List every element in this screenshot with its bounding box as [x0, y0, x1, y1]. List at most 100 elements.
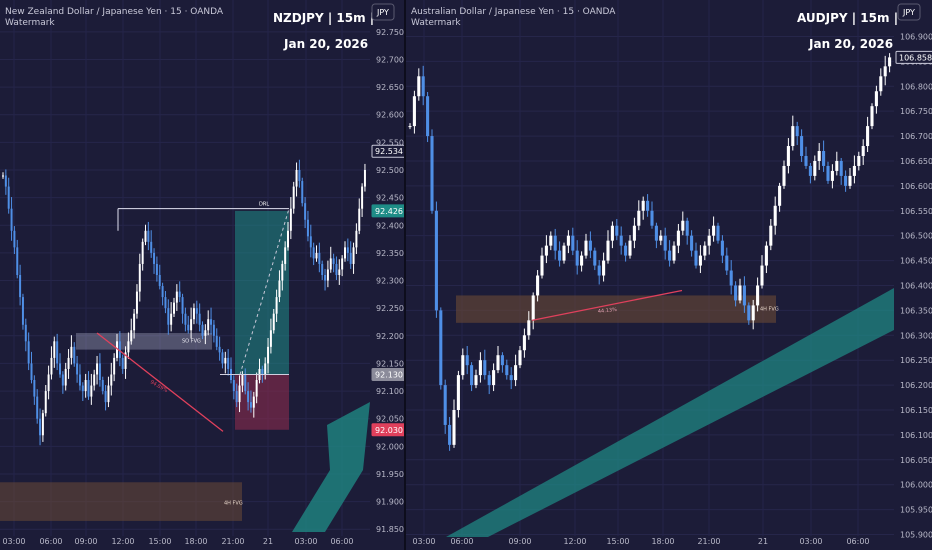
price-tick-label: 92.300: [376, 277, 404, 286]
bear-candle: [668, 250, 672, 261]
bear-candle: [201, 324, 204, 336]
bear-candle: [87, 380, 90, 397]
price-tick-label: 92.250: [376, 304, 404, 313]
price-tick-label: 92.450: [376, 194, 404, 203]
price-tick-label: 106.700: [900, 132, 932, 141]
time-axis[interactable]: 03:00 06:00 09:00 12:00 15:00 18:00 21:00 21 03:…: [412, 537, 869, 546]
bear-candle: [335, 263, 338, 275]
fvg-zone-label: 4H FVG: [224, 500, 243, 506]
bear-candle: [7, 186, 10, 209]
price-tick-label: 106.800: [900, 82, 932, 91]
bear-candle: [221, 352, 224, 364]
price-badge: 92.426: [371, 204, 404, 218]
bull-candle: [315, 252, 318, 259]
time-tick-label: 06:00: [330, 537, 353, 546]
bear-candle: [349, 252, 352, 264]
bull-candle: [676, 230, 680, 246]
bear-candle: [650, 210, 654, 226]
bear-candle: [104, 391, 107, 403]
bear-candle: [153, 252, 156, 264]
bear-candle: [593, 250, 597, 266]
time-axis[interactable]: 03:00 06:00 09:00 12:00 15:00 18:00 21:00 21 03:…: [2, 537, 353, 546]
bull-candle: [295, 169, 298, 187]
bull-candle: [527, 320, 531, 336]
bear-candle: [795, 126, 799, 137]
bear-candle: [725, 255, 729, 271]
bear-candle: [443, 385, 447, 425]
bull-candle: [264, 363, 267, 375]
price-tick-label: 106.650: [900, 157, 932, 166]
currency-button[interactable]: JPY: [371, 3, 395, 21]
bull-candle: [883, 66, 887, 77]
price-axis[interactable]: 92.750 92.700 92.650 92.600 92.550 92.500 92.4…: [371, 28, 404, 534]
bull-candle: [361, 186, 364, 209]
bull-candle: [329, 258, 332, 270]
price-tick-label: 106.150: [900, 406, 932, 415]
price-badge-box: [371, 423, 404, 437]
bull-candle: [602, 260, 606, 276]
time-tick-label: 09:00: [508, 537, 531, 546]
price-tick-label: 91.950: [376, 470, 404, 479]
price-tick-label: 106.450: [900, 257, 932, 266]
bull-candle: [96, 363, 99, 375]
price-tick-label: 106.750: [900, 107, 932, 116]
bull-candle: [474, 375, 478, 386]
price-tick-label: 91.850: [376, 525, 404, 534]
bear-candle: [509, 375, 513, 381]
currency-button[interactable]: JPY: [897, 3, 921, 21]
bear-candle: [121, 357, 124, 369]
price-axis[interactable]: 106.900106.850106.800106.750106.700106.6…: [895, 32, 932, 540]
bear-candle: [619, 235, 623, 246]
audjpy-chart-panel[interactable]: 4H FVG 44.13% 106.900106.850106.800106.7…: [406, 0, 932, 550]
bear-candle: [487, 375, 491, 386]
audjpy-chart-svg[interactable]: 4H FVG 44.13% 106.900106.850106.800106.7…: [406, 0, 932, 550]
date-header: Jan 20, 2026: [283, 37, 368, 51]
bear-candle: [235, 391, 238, 403]
price-tick-label: 106.550: [900, 207, 932, 216]
bear-candle: [212, 324, 215, 336]
bull-candle: [751, 305, 755, 321]
panel-divider[interactable]: [404, 0, 406, 550]
bull-candle: [412, 96, 416, 127]
bull-candle: [791, 126, 795, 147]
bear-candle: [575, 250, 579, 266]
price-tick-label: 106.000: [900, 481, 932, 490]
price-badge-box: [371, 367, 404, 381]
bull-candle: [292, 186, 295, 209]
time-tick-label: 15:00: [606, 537, 629, 546]
bull-candle: [769, 225, 773, 246]
bear-candle: [301, 181, 304, 204]
so-fvg-label: SO FVG: [182, 338, 201, 344]
drl-label: DRL: [259, 201, 269, 207]
bull-candle: [341, 258, 344, 270]
price-tick-label: 92.050: [376, 415, 404, 424]
bull-candle: [580, 255, 584, 266]
bull-candle: [452, 409, 456, 445]
price-tick-label: 106.350: [900, 306, 932, 315]
bull-candle: [363, 169, 366, 187]
bull-candle: [84, 380, 87, 392]
bull-candle: [756, 285, 760, 306]
bull-candle: [835, 160, 839, 171]
bear-candle: [101, 380, 104, 392]
price-badge: 92.030: [371, 423, 404, 437]
bull-candle: [544, 245, 548, 256]
currency-button-label: JPY: [376, 8, 389, 17]
bull-candle: [817, 151, 821, 161]
bear-candle: [147, 230, 150, 242]
bear-candle: [81, 385, 84, 392]
bull-candle: [531, 295, 535, 321]
bull-candle: [67, 357, 70, 369]
bull-candle: [610, 225, 614, 241]
bear-candle: [646, 200, 650, 211]
bull-candle: [107, 385, 110, 403]
bear-candle: [808, 165, 812, 176]
bear-candle: [312, 247, 315, 259]
time-tick-label: 21: [263, 537, 273, 546]
time-tick-label: 12:00: [111, 537, 134, 546]
nzdjpy-chart-panel[interactable]: 4H FVG SO FVG DRL 94.89% 92.750 92.700 92.65…: [0, 0, 404, 550]
bear-candle: [309, 236, 312, 248]
bear-candle: [321, 263, 324, 275]
price-tick-label: 92.000: [376, 442, 404, 451]
